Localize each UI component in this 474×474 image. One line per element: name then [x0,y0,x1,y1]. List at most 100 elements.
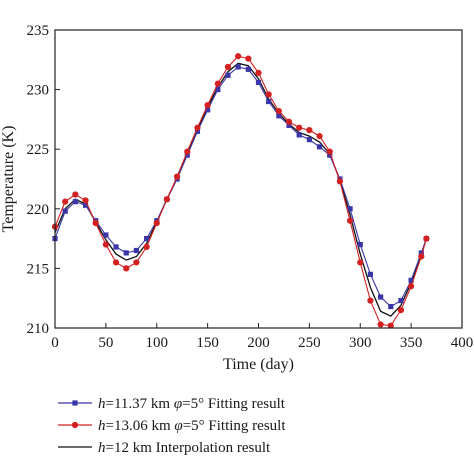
series-1-point [82,202,89,208]
series-1-point [266,98,272,105]
series-2-point [265,91,272,98]
legend-text-part: =5° Fitting result [183,418,287,434]
y-tick-label: 215 [27,261,50,277]
series-1-point [113,244,119,250]
series-2-point [316,132,323,140]
series-2-point [143,243,150,251]
series-1-point [418,250,424,256]
series-2-point [285,118,293,125]
series-2-point [174,173,181,180]
x-tick-label: 300 [349,335,372,351]
legend-text-part: h [98,418,106,434]
series-2-point [296,124,303,131]
legend-entry-3: h=12 km Interpolation result [98,440,271,456]
x-tick-label: 50 [98,335,113,351]
series-2-point [418,253,425,260]
legend-text-part: h [98,396,106,412]
legend-text-part: =5° Fitting result [182,396,286,412]
series-2-point [112,259,120,266]
x-tick-label: 100 [146,335,169,351]
legend-text-part: φ [174,396,182,412]
series-2-point [214,80,221,87]
series-1-point [255,79,262,86]
x-tick-label: 150 [196,335,219,351]
series-1-point [225,72,231,78]
x-axis-label: Time (day) [223,356,294,373]
series-2-point [82,197,89,204]
series-1-point [378,294,384,300]
series-2-point [245,55,252,62]
series-2-point [184,148,191,155]
y-tick-label: 225 [27,142,50,158]
series-1-point [286,122,292,128]
series-2-point [123,265,130,272]
series-1-point [316,144,323,150]
series-2-point [194,124,201,131]
series-2-point [163,196,171,203]
series-1-point [143,236,150,242]
series-1-point [367,271,374,277]
x-tick-label: 250 [298,335,321,351]
series-1-point [103,232,109,238]
series-2-point [235,53,242,60]
series-2-point [102,241,109,248]
series-1-point [184,152,190,158]
y-tick-label: 220 [27,202,50,218]
legend-swatch-marker [72,400,78,406]
legend-text-part: φ [174,418,182,434]
series-1-point [72,199,78,205]
y-tick-label: 210 [27,321,50,337]
series-2-point [204,101,211,109]
y-tick-label: 235 [27,23,50,39]
series-1-point [388,303,394,310]
series-1-point [205,107,211,113]
x-axis-ticks: 0 50 100 150 200 250 300 350 400 [51,323,473,351]
series-1-point [398,297,404,304]
y-axis-label: Temperature (K) [0,126,17,233]
series-2-point [336,178,343,185]
series-1-point [215,87,221,93]
series-2-point [377,321,384,328]
legend-text-part: =11.37 km [106,396,174,412]
series-2-point [62,198,69,205]
legend-text-part: h [98,440,106,456]
x-tick-label: 400 [451,335,474,351]
x-tick-label: 0 [51,335,59,351]
series-2-point [397,307,405,314]
series-2-point [408,283,415,290]
series-2-point [357,259,364,266]
x-tick-label: 350 [400,335,423,351]
series-1-point [327,152,333,158]
y-axis-ticks: 210 215 220 225 230 235 [27,23,60,337]
series-2-point [423,235,430,242]
series-1-point [235,64,241,70]
series-2-point [326,148,333,155]
series-1-point [357,241,363,248]
series-1-point [276,113,282,119]
series-1-point [296,132,302,138]
series-1-point [306,137,312,143]
series-line-3 [54,62,428,317]
series-1-point [245,66,251,72]
series-1-point [408,277,414,283]
series-1-point [123,250,129,256]
series-2-point [153,220,160,227]
series-1-point [347,206,353,212]
series-1-point [133,247,139,254]
legend-entry-2: h=13.06 km φ=5° Fitting result [98,418,286,434]
legend-swatch-marker [71,421,79,429]
legend-entry-1: h=11.37 km φ=5° Fitting result [98,396,286,412]
series-2-point [275,107,282,115]
series-2-point [92,220,99,227]
series-2-point [387,322,394,329]
series-2-point [133,259,140,266]
legend-text-part: =13.06 km [106,418,175,434]
series-2-point [346,217,354,224]
series-1-point [194,128,201,134]
series-2-point [367,297,374,304]
x-tick-label: 200 [247,335,270,351]
legend-text-part: =12 km Interpolation result [106,440,272,456]
